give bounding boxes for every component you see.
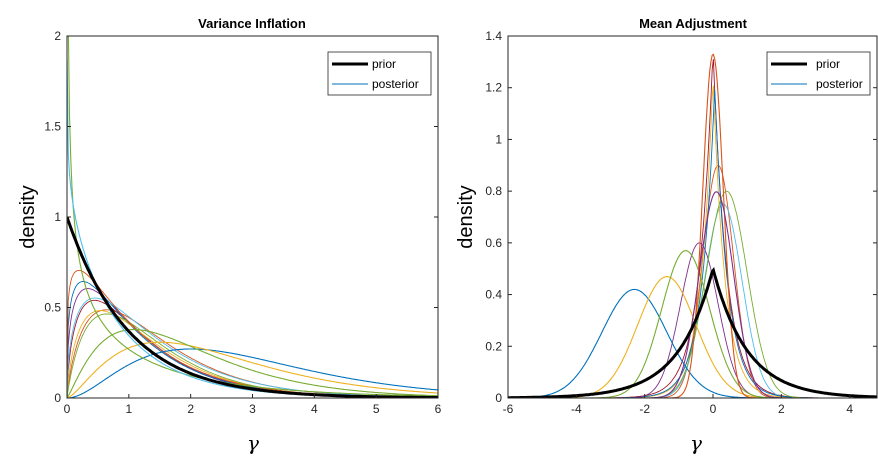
legend-label-posterior-left: posterior <box>372 77 419 91</box>
y-tick-label: 0 <box>495 391 502 405</box>
x-tick-label: -2 <box>639 402 650 416</box>
legend-right: prior posterior <box>766 51 871 96</box>
x-tick-label: 2 <box>778 402 785 416</box>
x-axis-label-right: γ <box>690 431 702 455</box>
ticks-group-left: 0 1 2 3 4 5 6 0 0.5 1 1.5 2 <box>44 29 441 416</box>
y-axis-label-left: density <box>17 185 39 248</box>
prior-density-line-right <box>508 267 877 398</box>
y-tick-label: 0.4 <box>485 288 502 302</box>
y-axis-label-right: density <box>455 185 477 248</box>
posterior-density-line-left <box>67 341 438 398</box>
legend-label-posterior-right: posterior <box>816 77 863 91</box>
chart-variance-inflation: 0 1 2 3 4 5 6 0 0.5 1 1.5 2 Variance Inflation dens… <box>17 16 442 455</box>
y-tick-label: 2 <box>54 29 61 43</box>
x-tick-label: 6 <box>435 402 442 416</box>
y-tick-label: 1 <box>54 210 61 224</box>
posterior-density-line-right <box>508 288 877 398</box>
x-tick-label: -4 <box>571 402 582 416</box>
chart-mean-adjustment: -6 -4 -2 0 2 4 0 0.2 0.4 0.6 0.8 1 1.2 1.4 Mean Adjus… <box>455 16 878 455</box>
posterior-density-line-right <box>508 250 877 398</box>
x-tick-label: 3 <box>249 402 256 416</box>
posterior-density-line-left <box>67 348 438 398</box>
x-tick-label: 4 <box>311 402 318 416</box>
y-tick-label: 0 <box>54 391 61 405</box>
legend-label-prior-right: prior <box>816 57 840 71</box>
posterior-bundle-line-right <box>508 242 877 398</box>
chart-title-left: Variance Inflation <box>198 16 306 31</box>
posterior-density-line-right <box>508 191 877 398</box>
x-tick-label: 0 <box>710 402 717 416</box>
posterior-density-line-right <box>508 53 877 398</box>
y-tick-label: 0.6 <box>485 236 502 250</box>
x-tick-label: 4 <box>846 402 853 416</box>
chart-title-right: Mean Adjustment <box>639 16 748 31</box>
x-axis-label-left: γ <box>247 431 259 455</box>
x-tick-label: 5 <box>373 402 380 416</box>
ticks-group-right: -6 -4 -2 0 2 4 0 0.2 0.4 0.6 0.8 1 1.2 1.4 <box>485 29 877 416</box>
x-tick-label: 0 <box>64 402 71 416</box>
y-tick-label: 0.5 <box>44 301 61 315</box>
x-tick-label: 2 <box>187 402 194 416</box>
legend-box-left <box>327 51 432 96</box>
y-tick-label: 1 <box>495 132 502 146</box>
legend-box-right <box>766 51 871 96</box>
axes-box-right <box>507 35 878 399</box>
legend-left: prior posterior <box>327 51 432 96</box>
series-group-left <box>67 36 438 398</box>
y-tick-label: 0.2 <box>485 339 502 353</box>
legend-label-prior-left: prior <box>372 57 396 71</box>
x-tick-label: 1 <box>125 402 132 416</box>
y-tick-label: 1.5 <box>44 120 61 134</box>
y-tick-label: 1.2 <box>485 81 502 95</box>
x-tick-label: -6 <box>503 402 514 416</box>
plot-area-left <box>67 36 438 398</box>
y-tick-label: 1.4 <box>485 29 502 43</box>
y-tick-label: 0.8 <box>485 184 502 198</box>
